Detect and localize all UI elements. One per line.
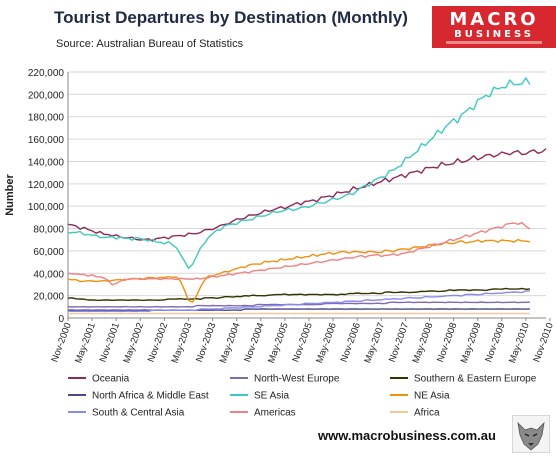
logo-line2: BUSINESS [454,29,534,40]
x-tick-label: Nov-2005 [290,321,314,363]
x-tick-label: May-2005 [266,321,291,364]
series-line-oceania [67,148,547,242]
y-tick-label: 0 [58,314,64,325]
logo-tagline-strip [446,41,542,44]
x-tick-label: Nov-2007 [387,321,411,363]
chart-title: Tourist Departures by Destination (Month… [54,8,408,27]
x-tick-label: May-2010 [507,321,532,364]
x-tick-label: Nov-2010 [531,321,555,363]
legend-label: Africa [414,408,440,419]
x-tick-label: May-2002 [121,321,146,364]
y-tick-label: 120,000 [28,180,65,191]
y-tick-label: 100,000 [28,202,65,213]
x-tick-label: May-2001 [73,321,98,364]
x-tick-label: May-2003 [170,321,195,364]
y-axis-label: Number [4,174,16,216]
y-tick-label: 200,000 [28,90,65,101]
series-line-americas [67,222,531,286]
y-tick-label: 20,000 [33,292,64,303]
wolf-logo-icon [512,415,550,453]
series-line-southern-eastern-europe [67,287,530,301]
legend-label: NE Asia [414,391,450,402]
x-tick-label: May-2008 [411,321,436,364]
legend-label: Southern & Eastern Europe [414,374,537,385]
x-tick-label: Nov-2009 [483,321,507,363]
y-tick-label: 160,000 [28,135,65,146]
chart-source: Source: Australian Bureau of Statistics [56,38,244,50]
y-tick-label: 60,000 [33,247,64,258]
x-tick-label: Nov-2008 [435,321,459,363]
legend-label: Oceania [92,374,130,385]
legend-label: South & Central Asia [92,408,185,419]
y-tick-label: 80,000 [33,225,64,236]
y-tick-label: 140,000 [28,157,65,168]
y-tick-label: 180,000 [28,113,65,124]
series-line-south-central-asia [67,290,530,313]
x-tick-label: Nov-2006 [339,321,363,363]
series-line-north-africa-middle-east [67,308,530,311]
website-url: www.macrobusiness.com.au [318,428,496,443]
x-tick-label: May-2004 [218,321,243,364]
x-tick-label: Nov-2004 [242,321,266,363]
x-tick-label: May-2007 [362,321,387,364]
x-tick-label: May-2009 [459,321,484,364]
series-line-se-asia [67,77,531,269]
legend-label: North Africa & Middle East [92,391,209,402]
y-tick-label: 40,000 [33,269,64,280]
x-tick-label: Nov-2000 [49,321,73,363]
macrobusiness-logo: MACRO BUSINESS [432,6,556,48]
legend-label: Americas [254,408,296,419]
x-tick-label: Nov-2003 [194,321,218,363]
x-tick-label: May-2006 [314,321,339,364]
y-tick-label: 220,000 [28,68,65,79]
x-tick-label: Nov-2002 [146,321,170,363]
logo-line1: MACRO [449,9,539,30]
legend-label: SE Asia [254,391,289,402]
series-line-ne-asia [67,238,531,303]
legend-label: North-West Europe [254,374,340,385]
x-tick-label: Nov-2001 [98,321,122,363]
